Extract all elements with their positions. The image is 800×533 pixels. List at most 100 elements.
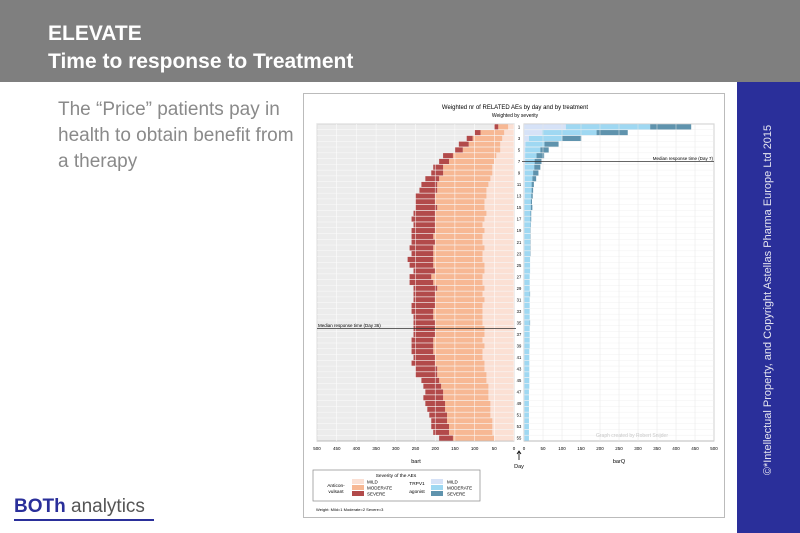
bar-anticonvulsant-severe bbox=[413, 314, 434, 320]
bar-anticonvulsant-severe bbox=[413, 222, 436, 228]
bar-anticonvulsant-mild bbox=[484, 204, 514, 211]
bar-anticonvulsant-severe bbox=[415, 193, 436, 199]
bar-anticonvulsant-mild bbox=[482, 239, 514, 245]
bar-anticonvulsant-severe bbox=[413, 354, 436, 361]
legend-severe: SEVERE bbox=[447, 492, 465, 497]
bar-trpv1-moderate bbox=[524, 343, 530, 349]
bar-anticonvulsant-severe bbox=[466, 135, 473, 141]
bar-anticonvulsant-severe bbox=[413, 291, 436, 297]
legend-swatch bbox=[352, 479, 364, 484]
day-tick-label: 39 bbox=[517, 344, 522, 349]
credit-text: Graph created by Robert Snijder bbox=[596, 433, 668, 439]
bar-trpv1-mild bbox=[524, 124, 566, 130]
bar-anticonvulsant-mild bbox=[484, 360, 514, 366]
right-tick-label: 200 bbox=[596, 446, 604, 451]
bar-anticonvulsant-moderate bbox=[447, 418, 493, 424]
bar-trpv1-moderate bbox=[524, 239, 531, 245]
bar-anticonvulsant-mild bbox=[484, 331, 514, 337]
bar-anticonvulsant-mild bbox=[494, 158, 514, 165]
bar-trpv1-moderate bbox=[524, 377, 530, 384]
bar-anticonvulsant-mild bbox=[486, 377, 514, 384]
chart-subtitle: Weighted by severity bbox=[492, 113, 539, 119]
bar-anticonvulsant-moderate bbox=[452, 435, 495, 441]
bar-anticonvulsant-mild bbox=[484, 245, 514, 251]
bar-anticonvulsant-moderate bbox=[448, 158, 495, 165]
bar-trpv1-moderate bbox=[524, 314, 530, 320]
bar-anticonvulsant-moderate bbox=[433, 314, 483, 320]
bar-trpv1-moderate bbox=[524, 291, 530, 297]
bar-anticonvulsant-mild bbox=[482, 314, 514, 320]
legend-mild: MILD bbox=[367, 480, 379, 485]
bar-trpv1-moderate bbox=[524, 187, 532, 193]
left-tick-label: 400 bbox=[353, 446, 361, 451]
bar-anticonvulsant-moderate bbox=[437, 204, 485, 211]
left-tick-label: 350 bbox=[372, 446, 380, 451]
bar-anticonvulsant-moderate bbox=[437, 187, 487, 193]
legend: Severity of the AEs Anticon- vulsant MIL… bbox=[312, 469, 481, 502]
bar-anticonvulsant-severe bbox=[454, 147, 463, 153]
right-tick-label: 50 bbox=[540, 446, 546, 451]
bar-anticonvulsant-moderate bbox=[435, 199, 485, 205]
bar-anticonvulsant-severe bbox=[439, 435, 453, 441]
bar-anticonvulsant-mild bbox=[486, 372, 514, 378]
bar-anticonvulsant-mild bbox=[484, 297, 514, 303]
left-tick-label: 200 bbox=[431, 446, 439, 451]
bar-trpv1-severe bbox=[531, 181, 534, 188]
bar-trpv1-severe bbox=[531, 193, 533, 199]
bar-anticonvulsant-severe bbox=[494, 124, 499, 130]
bar-trpv1-moderate bbox=[525, 141, 545, 147]
bar-anticonvulsant-moderate bbox=[433, 256, 483, 263]
bar-anticonvulsant-moderate bbox=[433, 343, 485, 349]
bar-anticonvulsant-mild bbox=[488, 389, 514, 395]
bar-anticonvulsant-mild bbox=[482, 256, 514, 263]
bar-anticonvulsant-moderate bbox=[472, 135, 503, 141]
bar-anticonvulsant-severe bbox=[411, 216, 436, 222]
legend-box bbox=[312, 469, 481, 502]
left-tick-label: 300 bbox=[392, 446, 400, 451]
bar-trpv1-severe bbox=[530, 199, 532, 205]
bar-anticonvulsant-severe bbox=[413, 268, 436, 274]
legend-swatch bbox=[352, 491, 364, 496]
bar-trpv1-moderate bbox=[524, 181, 532, 188]
bar-trpv1-moderate bbox=[524, 256, 531, 263]
logo-both: BOTh bbox=[14, 496, 66, 517]
bar-anticonvulsant-moderate bbox=[437, 285, 485, 291]
legend-moderate: MODERATE bbox=[367, 486, 392, 491]
bar-anticonvulsant-severe bbox=[413, 210, 436, 216]
bar-trpv1-moderate bbox=[524, 228, 531, 234]
day-tick-label: 7 bbox=[518, 159, 521, 164]
right-tick-label: 0 bbox=[523, 446, 526, 451]
bar-anticonvulsant-mild bbox=[482, 320, 514, 326]
bar-anticonvulsant-mild bbox=[492, 170, 514, 176]
bar-anticonvulsant-moderate bbox=[435, 331, 485, 337]
bar-trpv1-moderate bbox=[524, 210, 531, 216]
bar-anticonvulsant-moderate bbox=[437, 366, 485, 372]
bar-anticonvulsant-severe bbox=[409, 274, 432, 280]
day-tick-label: 9 bbox=[518, 171, 521, 176]
bar-trpv1-moderate bbox=[524, 372, 530, 378]
bar-anticonvulsant-mild bbox=[482, 233, 514, 239]
bar-anticonvulsant-moderate bbox=[433, 308, 483, 314]
bar-anticonvulsant-mild bbox=[482, 302, 514, 309]
bar-trpv1-mild bbox=[524, 176, 525, 182]
bar-trpv1-mild bbox=[524, 147, 526, 153]
bar-anticonvulsant-moderate bbox=[435, 291, 483, 297]
bar-trpv1-moderate bbox=[524, 429, 529, 435]
bar-anticonvulsant-mild bbox=[484, 268, 514, 274]
day-tick-label: 45 bbox=[517, 378, 522, 383]
bar-anticonvulsant-severe bbox=[411, 302, 436, 309]
bar-anticonvulsant-mild bbox=[490, 400, 514, 407]
bar-trpv1-severe bbox=[531, 187, 534, 193]
bar-anticonvulsant-moderate bbox=[435, 268, 485, 274]
bar-trpv1-severe bbox=[530, 204, 533, 211]
bar-anticonvulsant-severe bbox=[423, 395, 444, 401]
bar-trpv1-severe bbox=[540, 147, 549, 153]
bar-anticonvulsant-severe bbox=[411, 239, 436, 245]
bar-anticonvulsant-mild bbox=[482, 251, 514, 257]
bar-anticonvulsant-mild bbox=[484, 366, 514, 372]
bar-anticonvulsant-moderate bbox=[498, 124, 509, 130]
bar-trpv1-moderate bbox=[524, 400, 529, 407]
bar-anticonvulsant-severe bbox=[411, 228, 436, 234]
slide-title: ELEVATE bbox=[48, 22, 142, 45]
bar-anticonvulsant-mild bbox=[490, 412, 514, 418]
